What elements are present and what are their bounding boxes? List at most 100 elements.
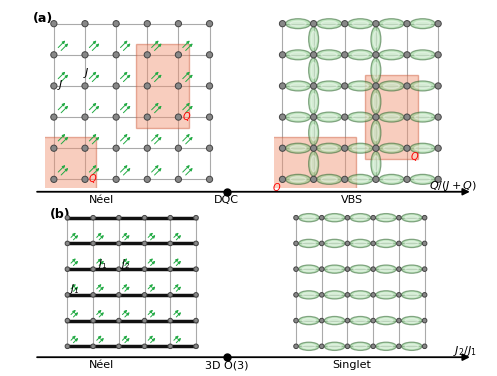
Ellipse shape	[309, 89, 319, 114]
Ellipse shape	[405, 267, 418, 271]
Circle shape	[175, 145, 181, 151]
Ellipse shape	[410, 112, 435, 122]
Text: $Q$: $Q$	[271, 181, 281, 194]
Ellipse shape	[348, 50, 373, 60]
Ellipse shape	[317, 81, 341, 91]
Ellipse shape	[286, 19, 311, 29]
Circle shape	[371, 293, 375, 297]
Ellipse shape	[405, 344, 418, 349]
Circle shape	[82, 21, 88, 27]
Text: $Q$: $Q$	[410, 150, 419, 163]
Circle shape	[142, 318, 147, 323]
Circle shape	[91, 215, 95, 220]
Ellipse shape	[402, 265, 422, 273]
Circle shape	[311, 176, 317, 182]
Circle shape	[82, 176, 88, 182]
Circle shape	[311, 21, 317, 27]
Ellipse shape	[371, 89, 381, 114]
Ellipse shape	[405, 293, 418, 297]
Circle shape	[51, 21, 57, 27]
Circle shape	[435, 83, 441, 89]
Ellipse shape	[350, 265, 371, 273]
Ellipse shape	[352, 21, 368, 26]
Bar	[43, 137, 96, 190]
Text: $J_2/J_1$: $J_2/J_1$	[453, 344, 477, 358]
Text: $J_2$: $J_2$	[120, 256, 131, 271]
Circle shape	[113, 114, 119, 120]
Text: $Q$: $Q$	[88, 173, 97, 185]
Circle shape	[341, 21, 348, 27]
Ellipse shape	[317, 143, 341, 153]
Circle shape	[404, 176, 410, 182]
Circle shape	[168, 344, 172, 349]
Circle shape	[168, 293, 172, 297]
Circle shape	[320, 215, 324, 220]
Circle shape	[371, 267, 375, 271]
Circle shape	[144, 52, 151, 58]
Circle shape	[194, 318, 198, 323]
Ellipse shape	[371, 27, 381, 52]
Circle shape	[65, 241, 70, 246]
Circle shape	[113, 52, 119, 58]
Circle shape	[51, 83, 57, 89]
Circle shape	[311, 52, 317, 58]
Circle shape	[371, 241, 375, 246]
Circle shape	[51, 176, 57, 182]
Circle shape	[168, 241, 172, 246]
Ellipse shape	[286, 174, 311, 184]
Circle shape	[404, 145, 410, 151]
Circle shape	[341, 176, 348, 182]
Bar	[136, 44, 189, 128]
Ellipse shape	[352, 52, 368, 58]
Ellipse shape	[383, 177, 400, 182]
Ellipse shape	[379, 241, 393, 246]
Circle shape	[345, 344, 350, 349]
Circle shape	[65, 344, 70, 349]
Circle shape	[320, 293, 324, 297]
Circle shape	[168, 318, 172, 323]
Circle shape	[422, 318, 427, 323]
Circle shape	[345, 267, 350, 271]
Circle shape	[435, 176, 441, 182]
Ellipse shape	[309, 27, 319, 52]
Circle shape	[320, 344, 324, 349]
Circle shape	[373, 176, 379, 182]
Ellipse shape	[354, 344, 367, 349]
Circle shape	[142, 215, 147, 220]
Circle shape	[397, 293, 401, 297]
Circle shape	[65, 267, 70, 271]
Circle shape	[206, 52, 213, 58]
Ellipse shape	[383, 146, 400, 151]
Circle shape	[345, 293, 350, 297]
Ellipse shape	[311, 31, 317, 47]
Ellipse shape	[317, 50, 341, 60]
Ellipse shape	[348, 19, 373, 29]
Ellipse shape	[352, 83, 368, 89]
Circle shape	[51, 114, 57, 120]
Text: (a): (a)	[33, 12, 53, 24]
Ellipse shape	[373, 124, 379, 141]
Circle shape	[91, 241, 95, 246]
Ellipse shape	[325, 317, 345, 325]
Circle shape	[91, 267, 95, 271]
Circle shape	[206, 83, 213, 89]
Ellipse shape	[299, 291, 319, 299]
Circle shape	[373, 52, 379, 58]
Ellipse shape	[379, 143, 404, 153]
Ellipse shape	[414, 21, 431, 26]
Circle shape	[311, 114, 317, 120]
Ellipse shape	[379, 50, 404, 60]
Ellipse shape	[405, 215, 418, 220]
Circle shape	[144, 145, 151, 151]
Ellipse shape	[299, 265, 319, 273]
Circle shape	[65, 293, 70, 297]
Circle shape	[373, 83, 379, 89]
Circle shape	[294, 241, 298, 246]
Ellipse shape	[328, 267, 341, 271]
Circle shape	[404, 21, 410, 27]
Circle shape	[82, 114, 88, 120]
Circle shape	[142, 293, 147, 297]
Circle shape	[113, 145, 119, 151]
Ellipse shape	[309, 151, 319, 176]
Circle shape	[294, 293, 298, 297]
